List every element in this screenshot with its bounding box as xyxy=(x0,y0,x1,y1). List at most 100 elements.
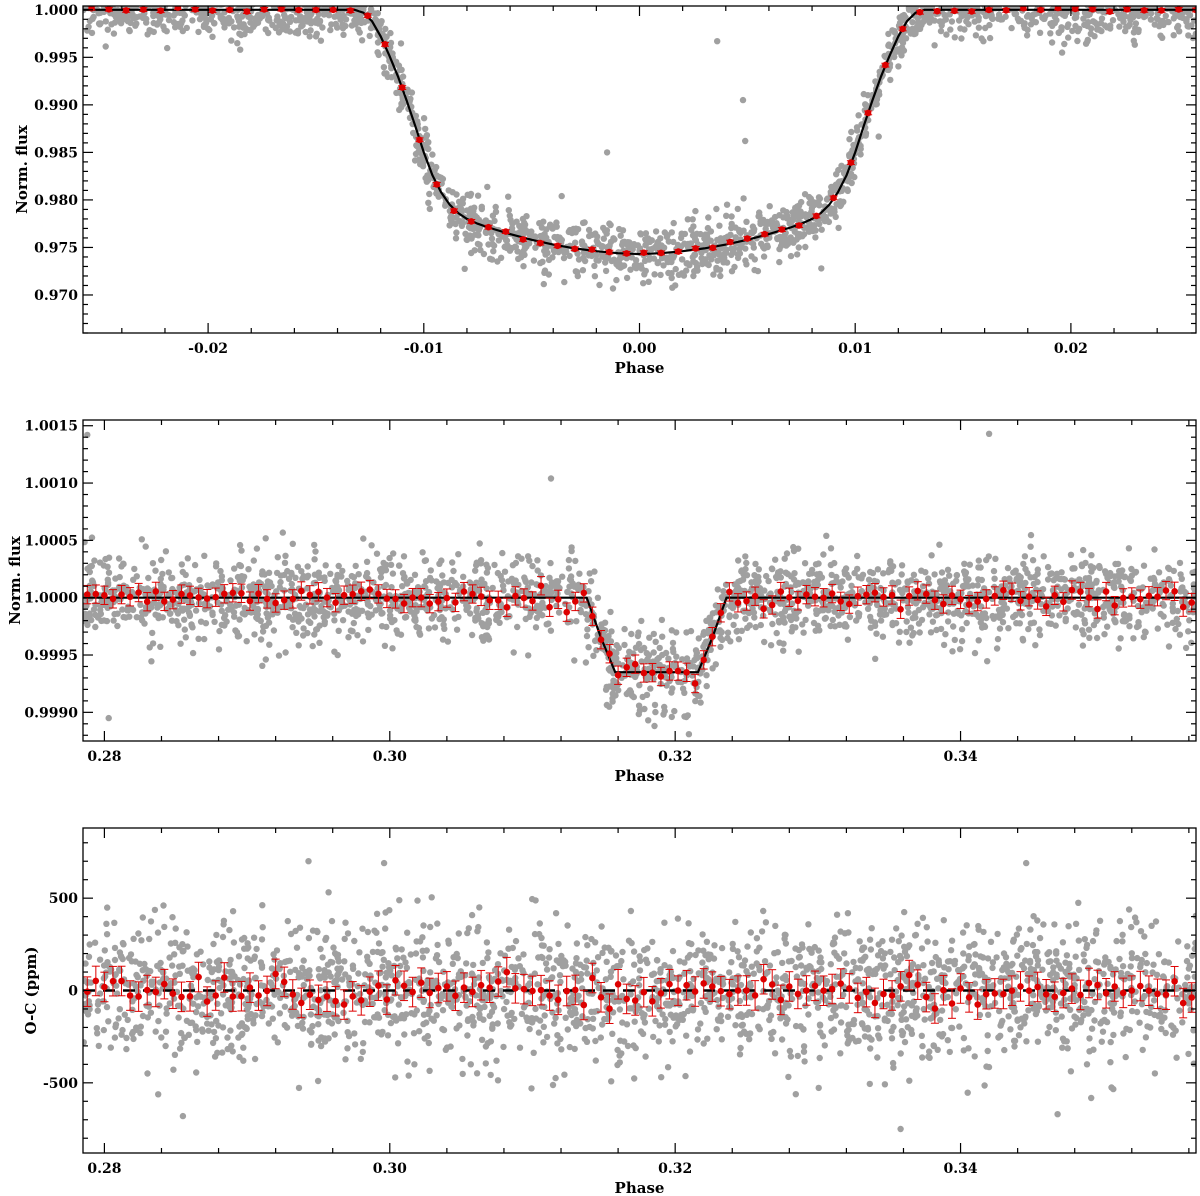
raw-point xyxy=(508,244,515,252)
raw-point xyxy=(520,225,527,232)
raw-point xyxy=(499,582,507,589)
binned-points xyxy=(87,6,1196,257)
raw-point xyxy=(905,609,912,616)
raw-point xyxy=(579,267,587,274)
raw-point xyxy=(1104,574,1111,581)
raw-point xyxy=(638,617,645,625)
raw-point xyxy=(1186,617,1193,624)
raw-point xyxy=(910,571,918,578)
raw-point xyxy=(693,230,701,237)
raw-point xyxy=(1047,20,1054,27)
outlier-point xyxy=(739,96,747,104)
raw-point xyxy=(694,692,702,700)
raw-point xyxy=(790,547,798,555)
raw-point xyxy=(832,578,839,586)
raw-point xyxy=(207,16,215,23)
raw-point xyxy=(149,629,156,637)
raw-point xyxy=(197,584,204,591)
raw-point xyxy=(945,609,952,616)
raw-point xyxy=(915,21,922,28)
raw-point xyxy=(126,12,133,19)
raw-point xyxy=(734,205,741,213)
raw-point xyxy=(772,573,780,581)
raw-point xyxy=(1112,560,1119,568)
raw-point xyxy=(606,242,613,249)
raw-point xyxy=(874,566,882,573)
outlier-point xyxy=(742,137,749,145)
raw-point xyxy=(294,563,302,570)
raw-point xyxy=(1151,583,1158,590)
raw-point xyxy=(541,269,548,276)
raw-point xyxy=(138,536,145,543)
raw-point xyxy=(966,590,974,598)
raw-point xyxy=(298,0,304,3)
binned-point xyxy=(400,600,408,607)
raw-point xyxy=(642,267,649,275)
raw-point xyxy=(419,163,427,170)
raw-point xyxy=(421,583,428,590)
raw-point xyxy=(591,273,599,280)
raw-point xyxy=(321,618,328,625)
raw-point xyxy=(838,162,845,169)
raw-point xyxy=(1182,644,1190,652)
raw-point xyxy=(1162,12,1170,20)
raw-point xyxy=(164,0,170,2)
raw-point xyxy=(1032,642,1039,649)
raw-point xyxy=(250,23,257,30)
raw-point xyxy=(309,642,316,650)
raw-point xyxy=(591,568,598,575)
raw-point xyxy=(359,638,367,645)
raw-point xyxy=(1088,568,1095,575)
raw-point xyxy=(455,551,462,558)
raw-point xyxy=(317,37,325,44)
raw-point xyxy=(1036,626,1043,633)
raw-point xyxy=(522,577,529,584)
raw-point xyxy=(338,0,344,5)
raw-point xyxy=(1188,639,1195,646)
raw-point xyxy=(241,30,248,38)
raw-point xyxy=(1072,624,1080,631)
raw-point xyxy=(393,627,400,634)
raw-point xyxy=(1125,545,1133,552)
raw-point xyxy=(236,541,244,549)
raw-point xyxy=(1165,564,1172,571)
raw-point xyxy=(145,586,152,593)
binned-point xyxy=(1054,6,1062,12)
raw-point xyxy=(442,605,449,612)
raw-point xyxy=(152,0,158,4)
binned-point xyxy=(968,8,975,15)
raw-point xyxy=(347,585,354,592)
raw-point xyxy=(1088,552,1095,559)
raw-point xyxy=(942,631,949,638)
raw-point xyxy=(1151,21,1159,28)
raw-point xyxy=(1008,24,1015,32)
raw-point xyxy=(898,571,905,578)
raw-point xyxy=(1057,575,1065,583)
raw-point xyxy=(102,18,110,25)
raw-point xyxy=(534,557,541,564)
raw-point xyxy=(326,0,332,4)
raw-point xyxy=(601,227,609,235)
raw-point xyxy=(114,622,121,630)
raw-point xyxy=(609,285,617,292)
raw-point xyxy=(1056,612,1063,619)
raw-point xyxy=(490,248,497,255)
binned-point xyxy=(280,596,288,604)
raw-point xyxy=(1061,12,1069,19)
raw-point xyxy=(1168,0,1174,3)
raw-point xyxy=(747,588,754,595)
raw-point xyxy=(559,573,566,580)
raw-point xyxy=(820,551,827,558)
raw-point xyxy=(1053,570,1061,577)
raw-point xyxy=(1004,564,1012,572)
raw-point xyxy=(520,248,527,255)
raw-point xyxy=(910,30,918,38)
binned-point xyxy=(864,109,872,117)
raw-point xyxy=(668,270,675,277)
raw-point xyxy=(1048,612,1056,619)
binned-point xyxy=(122,7,130,14)
raw-point xyxy=(734,627,741,635)
binned-point xyxy=(260,6,268,13)
raw-point xyxy=(1130,635,1137,642)
raw-point xyxy=(253,0,259,5)
